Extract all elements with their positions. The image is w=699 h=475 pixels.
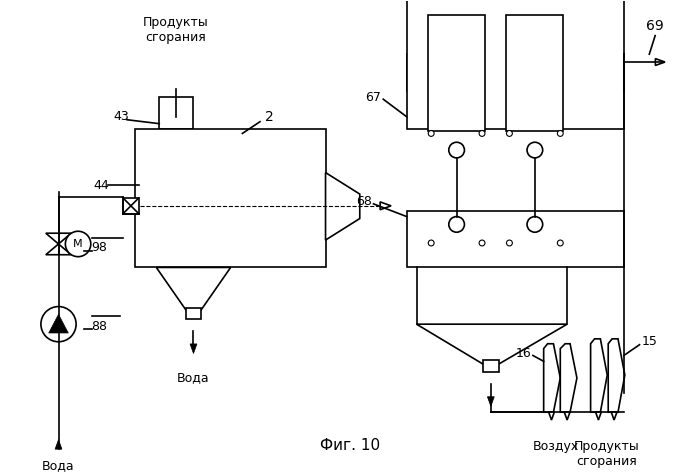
Text: Фиг. 10: Фиг. 10 [320, 438, 380, 453]
Bar [428, 15, 485, 131]
Bar [407, 211, 624, 267]
Polygon shape [544, 344, 561, 412]
Circle shape [527, 217, 542, 232]
Ellipse shape [138, 162, 166, 203]
Polygon shape [326, 172, 360, 240]
Text: 2: 2 [266, 110, 274, 124]
Text: 98: 98 [91, 241, 107, 255]
Circle shape [428, 131, 434, 136]
Bar [123, 198, 138, 214]
Bar [159, 97, 194, 129]
Polygon shape [190, 344, 197, 353]
Bar [135, 129, 326, 267]
Text: М: М [73, 239, 83, 249]
Polygon shape [49, 314, 69, 333]
Text: 69: 69 [647, 19, 664, 33]
Text: 68: 68 [356, 195, 371, 209]
Polygon shape [173, 111, 179, 119]
Bar [186, 307, 201, 319]
Bar [507, 15, 563, 131]
Polygon shape [487, 397, 494, 406]
Polygon shape [46, 244, 71, 255]
Polygon shape [608, 339, 625, 412]
Bar [407, 54, 624, 91]
Polygon shape [380, 202, 391, 210]
Polygon shape [417, 324, 567, 365]
Text: Вода: Вода [177, 371, 210, 384]
Circle shape [557, 131, 563, 136]
Text: Продукты
сгорания: Продукты сгорания [573, 439, 639, 467]
Circle shape [479, 131, 485, 136]
Polygon shape [611, 412, 617, 420]
Text: Продукты
сгорания: Продукты сгорания [143, 16, 209, 44]
Circle shape [527, 142, 542, 158]
Bar [483, 361, 498, 372]
Polygon shape [46, 233, 71, 244]
Polygon shape [561, 344, 577, 412]
Circle shape [507, 131, 512, 136]
Polygon shape [656, 58, 665, 66]
Text: 88: 88 [91, 320, 107, 332]
Polygon shape [55, 439, 62, 449]
Text: Воздух: Воздух [532, 439, 579, 453]
Circle shape [449, 142, 464, 158]
Polygon shape [549, 412, 554, 420]
Circle shape [479, 240, 485, 246]
Text: 15: 15 [642, 335, 657, 348]
Text: 67: 67 [366, 91, 381, 104]
Polygon shape [564, 412, 570, 420]
Text: 44: 44 [94, 179, 110, 192]
Text: Вода: Вода [42, 459, 75, 472]
Circle shape [428, 240, 434, 246]
Text: 43: 43 [113, 110, 129, 124]
Circle shape [449, 217, 464, 232]
Polygon shape [591, 339, 607, 412]
Circle shape [41, 306, 76, 342]
Circle shape [507, 240, 512, 246]
Polygon shape [157, 267, 231, 313]
Text: 16: 16 [515, 347, 531, 360]
Polygon shape [596, 412, 601, 420]
Circle shape [65, 231, 91, 256]
Bar [407, 0, 624, 129]
Circle shape [557, 240, 563, 246]
